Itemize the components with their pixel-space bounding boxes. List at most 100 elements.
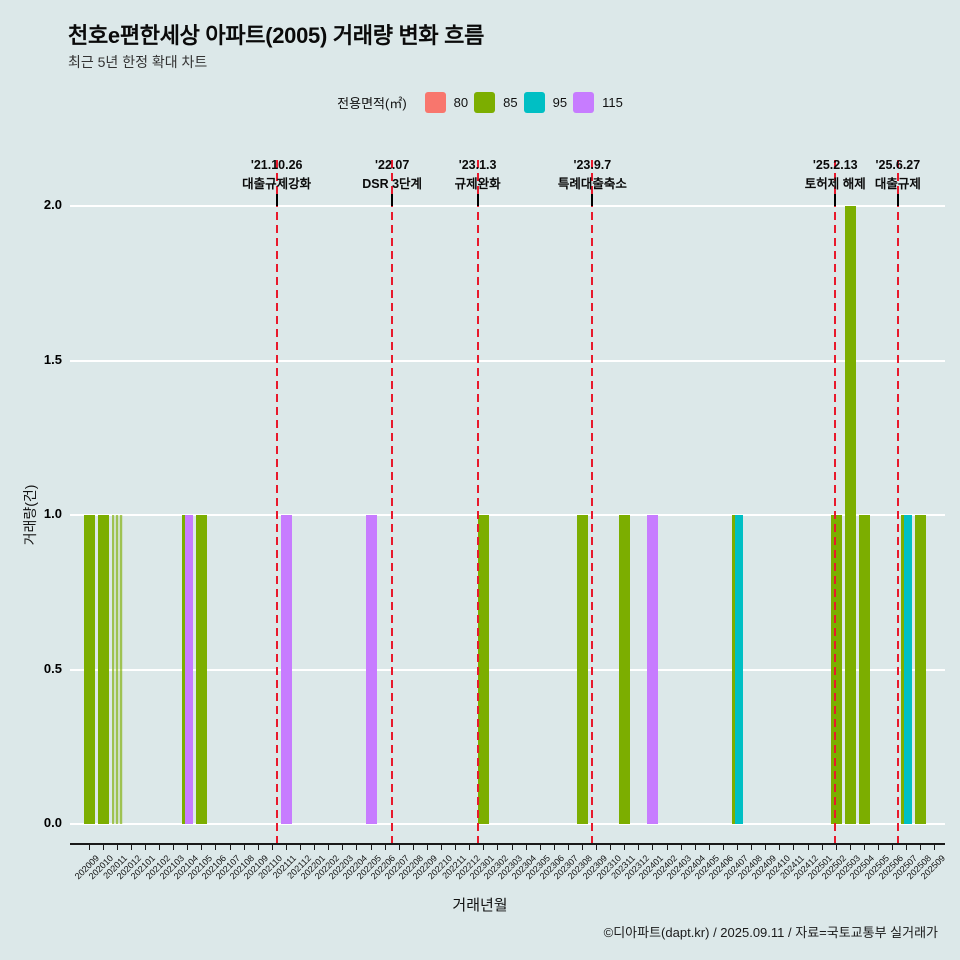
footer-credit: ©디아파트(dapt.kr) / 2025.09.11 / 자료=국토교통부 실…	[603, 925, 938, 940]
page-subtitle: 최근 5년 한정 확대 차트	[68, 54, 208, 70]
event-date: '23.1.3	[458, 158, 497, 172]
x-tick	[229, 845, 231, 850]
event-label: 대출규제	[874, 176, 921, 191]
event-line-4	[591, 160, 594, 846]
bar-115-202205	[365, 515, 377, 824]
y-tick-label: 0.0	[43, 815, 62, 830]
legend-swatch-80	[424, 92, 446, 113]
x-tick	[863, 845, 865, 850]
x-tick	[638, 845, 640, 850]
legend-item-label: 80	[453, 95, 469, 110]
bar-85-202508	[915, 515, 927, 824]
y-tick-label: 1.0	[43, 506, 62, 521]
x-tick	[610, 845, 612, 850]
x-tick	[553, 845, 555, 850]
page-title: 천호e편한세상 아파트(2005) 거래량 변화 흐름	[68, 23, 485, 48]
x-axis-title: 거래년월	[452, 897, 508, 914]
event-annotation-tick	[476, 194, 479, 206]
event-annotation-tick	[391, 194, 394, 206]
x-tick	[257, 845, 259, 850]
legend-item-115: 115	[573, 92, 623, 113]
x-tick	[328, 845, 330, 850]
x-tick	[737, 845, 739, 850]
x-tick	[243, 845, 245, 850]
x-tick	[666, 845, 668, 850]
x-tick	[173, 845, 175, 850]
x-tick	[285, 845, 287, 850]
x-tick	[652, 845, 654, 850]
x-tick	[539, 845, 541, 850]
event-line-6	[896, 160, 899, 846]
x-tick	[441, 845, 442, 850]
x-tick	[920, 845, 922, 850]
x-tick	[793, 845, 795, 850]
x-tick	[624, 845, 626, 850]
x-tick	[102, 845, 104, 850]
event-annotation-5: '25.2.13 토허제 해제	[775, 156, 895, 194]
x-tick	[159, 845, 161, 850]
x-tick	[469, 845, 471, 850]
x-axis-line	[70, 843, 945, 845]
event-annotation-tick	[834, 194, 837, 206]
x-tick	[821, 845, 823, 850]
x-tick	[708, 845, 710, 850]
x-tick	[835, 845, 837, 850]
y-axis-title: 거래량(건)	[22, 484, 38, 546]
y-tick-label: 1.5	[43, 351, 62, 367]
bar-115-202111	[280, 515, 292, 824]
gridline-y-0	[70, 823, 945, 825]
bar-85-202301	[478, 515, 490, 824]
bar-85-202504	[858, 515, 870, 824]
x-tick	[680, 845, 682, 850]
legend-swatch-95	[523, 92, 545, 113]
event-annotation-6: '25.6.27 대출규제	[838, 156, 958, 194]
event-line-3	[476, 160, 479, 846]
x-tick	[144, 845, 146, 850]
event-annotation-2: '22.07 DSR 3단계	[332, 156, 452, 194]
legend-item-label: 95	[552, 95, 568, 110]
event-annotation-tick	[591, 194, 594, 206]
event-annotation-1: '21.10.26 대출규제강화	[217, 156, 337, 194]
x-tick	[751, 845, 753, 850]
bar-85-202010	[97, 515, 109, 824]
x-tick	[384, 845, 386, 850]
bar-95-202507	[904, 515, 913, 824]
x-tick	[426, 845, 428, 850]
event-label: 특례대출축소	[557, 176, 627, 191]
event-annotation-tick	[896, 194, 899, 206]
gridline-y-0.5	[70, 668, 945, 671]
event-line-2	[391, 160, 394, 846]
bar-85-202011	[111, 515, 123, 824]
legend: 전용면적(㎡) 80 85 95 115	[0, 92, 960, 113]
legend-items: 80 85 95 115	[419, 92, 623, 113]
x-tick	[596, 845, 598, 850]
y-tick-label: 2.0	[43, 197, 62, 212]
x-tick	[849, 845, 851, 850]
bar-85-202311	[619, 515, 631, 824]
x-tick	[370, 845, 372, 850]
gridline-y-2	[70, 205, 945, 207]
x-tick	[116, 845, 118, 850]
x-tick	[765, 845, 767, 850]
legend-item-95: 95	[523, 92, 568, 113]
bar-85-202308	[576, 515, 588, 824]
event-annotation-3: '23.1.3 규제완화	[418, 156, 538, 194]
event-annotation-tick	[275, 194, 278, 206]
x-tick	[412, 845, 414, 850]
x-tick	[356, 845, 358, 850]
legend-item-label: 115	[602, 95, 623, 110]
x-tick	[878, 845, 880, 850]
legend-item-85: 85	[474, 92, 518, 113]
bar-85-202009	[83, 515, 95, 824]
x-tick	[88, 845, 90, 850]
x-tick	[342, 845, 344, 850]
x-tick	[398, 845, 400, 850]
x-tick	[483, 845, 485, 850]
x-tick	[906, 845, 908, 850]
x-tick	[511, 845, 513, 850]
x-tick	[581, 845, 583, 850]
x-tick	[779, 845, 781, 850]
x-tick	[201, 845, 203, 850]
